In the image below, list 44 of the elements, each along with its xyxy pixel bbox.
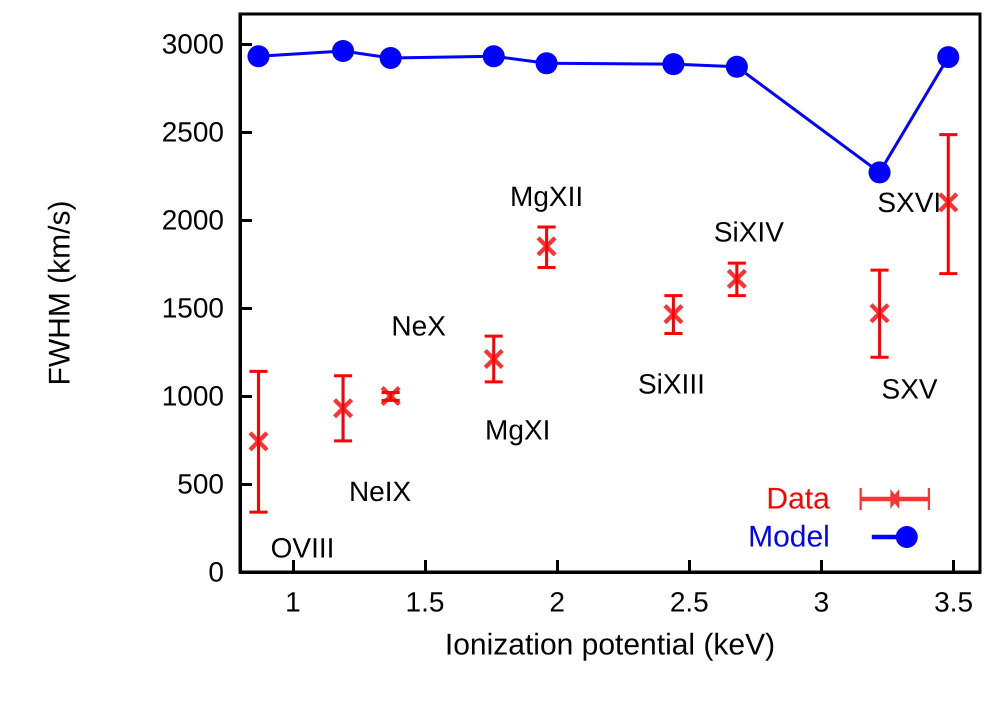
point [663, 304, 684, 324]
point [380, 386, 401, 406]
y-tick-label: 0 [208, 556, 224, 588]
annotation: NeX [391, 310, 446, 342]
annotation: NeIX [348, 476, 412, 507]
annotation: SiXIII [638, 368, 705, 400]
point [536, 52, 558, 74]
point [332, 40, 354, 62]
y-tick-label: 3000 [162, 28, 224, 60]
y-tick-label: 2500 [162, 116, 224, 148]
x-axis-title: Ionization potential (keV) [444, 628, 776, 662]
legend-label: Data [766, 482, 830, 516]
point [248, 431, 268, 452]
x-tick-label: 3 [814, 586, 830, 618]
point [380, 47, 402, 69]
annotation: SXVI [877, 186, 942, 218]
point [662, 53, 684, 76]
annotation: SiXIV [714, 216, 784, 248]
y-axis-title: FWHM (km/s) [44, 200, 76, 386]
y-tick-label: 1000 [162, 380, 224, 412]
x-tick-label: 1.5 [406, 586, 444, 618]
x-tick-label: 2.5 [670, 586, 709, 618]
point [726, 56, 748, 78]
legend-label: Model [748, 520, 830, 554]
point [938, 192, 958, 212]
y-tick-label: 2000 [162, 204, 224, 236]
point [333, 398, 354, 418]
x-tick-label: 3.5 [934, 586, 974, 618]
x-tick-label: 1 [285, 586, 301, 618]
point [482, 45, 505, 68]
point [726, 268, 747, 289]
point [248, 45, 270, 68]
point [536, 236, 557, 256]
annotation: SXV [882, 374, 938, 405]
annotation: MgXII [510, 180, 584, 212]
annotation: OVIII [270, 532, 334, 564]
point [937, 46, 960, 68]
point [484, 349, 504, 370]
point [868, 161, 891, 184]
y-tick-label: 500 [177, 468, 224, 500]
y-tick-label: 1500 [162, 292, 224, 324]
x-tick-label: 2 [549, 586, 565, 618]
annotation: MgXI [485, 414, 550, 446]
point [870, 303, 890, 324]
